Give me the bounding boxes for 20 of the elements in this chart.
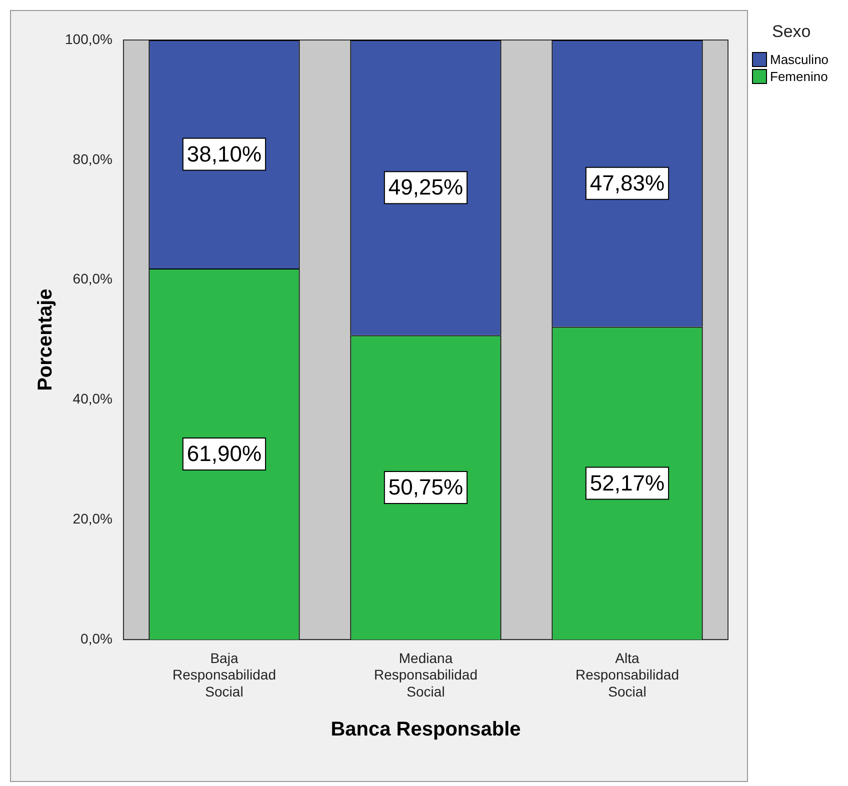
data-label: 50,75%	[388, 474, 464, 500]
legend-title: Sexo	[772, 22, 812, 42]
y-tick-label: 0,0%	[80, 630, 112, 646]
data-label: 49,25%	[388, 174, 464, 200]
legend-label: Masculino	[770, 52, 829, 67]
y-axis-title: Porcentaje	[34, 288, 57, 391]
y-tick-label: 60,0%	[72, 270, 112, 287]
data-label: 38,10%	[186, 141, 262, 166]
y-tick-label: 80,0%	[72, 150, 112, 167]
y-tick-label: 100,0%	[65, 30, 112, 47]
data-label: 61,90%	[186, 441, 262, 466]
y-tick-label: 40,0%	[72, 390, 112, 407]
data-label: 52,17%	[590, 470, 665, 496]
x-tick-label: Baja Responsabilidad Social	[172, 650, 276, 700]
x-tick-label: Alta Responsabilidad Social	[575, 650, 680, 700]
x-tick-label: Mediana Responsabilidad Social	[374, 650, 478, 700]
y-tick-label: 20,0%	[72, 510, 112, 527]
text: Femenino	[770, 69, 828, 84]
x-axis-title: Banca Responsable	[330, 718, 521, 741]
data-label: 47,83%	[590, 170, 665, 196]
